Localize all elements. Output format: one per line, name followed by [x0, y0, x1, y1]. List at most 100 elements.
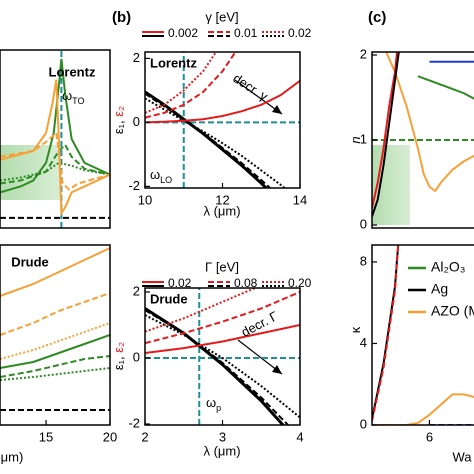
legend-label: 0.02 [168, 276, 192, 290]
y-tick-label: 0 [133, 114, 140, 129]
axes-frame [0, 244, 111, 426]
curve [145, 309, 290, 425]
curve [145, 79, 300, 124]
y-tick-label: 2 [360, 46, 367, 61]
curve [372, 52, 400, 217]
curve [372, 245, 400, 422]
annotation: ωLO [150, 167, 172, 185]
y-tick-label: 0 [360, 216, 367, 231]
panel-label: (c) [368, 9, 386, 26]
curve [0, 367, 110, 381]
legend-label: AZO (M [431, 303, 474, 319]
legend-label: Al₂O₃ [431, 259, 465, 275]
curve [0, 247, 110, 297]
legend-label: Ag [431, 281, 448, 297]
curve [145, 314, 300, 419]
y-axis-label: n [348, 136, 363, 143]
y-tick-label: 2 [133, 283, 140, 298]
annotation-base: ω [150, 167, 160, 182]
y-tick-label: 0 [133, 349, 140, 364]
curve [417, 75, 474, 100]
plot-area [0, 50, 110, 228]
y-tick-label: 2 [133, 50, 140, 65]
y-axis-label-part: ε₁, [111, 353, 126, 370]
y-tick-label: 1 [360, 131, 367, 146]
legend-label: 0.08 [234, 276, 258, 290]
annotation: ωTO [62, 88, 85, 106]
y-axis-label-part: κ [348, 326, 363, 333]
plot-area [0, 247, 110, 411]
curve [145, 52, 218, 114]
y-axis-label-part: n [348, 136, 363, 143]
y-axis-label-part: ε₂ [111, 342, 126, 353]
x-axis-label: λ (μm) [203, 203, 240, 218]
y-axis-label: ε₁, ε₂ [111, 342, 126, 370]
curve [145, 92, 272, 188]
annotation-sub: LO [160, 175, 172, 185]
annotation-sub: TO [72, 96, 84, 106]
curve [0, 322, 110, 360]
y-axis-label: ε₁, ε₂ [111, 106, 126, 134]
curve [0, 131, 110, 191]
curve [0, 79, 110, 217]
x-axis-label: λ (μm) [203, 443, 240, 458]
curve [0, 292, 110, 336]
curve [372, 393, 474, 425]
y-tick-label: 8 [360, 253, 367, 268]
curve [385, 52, 474, 193]
legend-label: 0.01 [234, 26, 258, 40]
y-axis-label-part: ε₁, [111, 117, 126, 134]
x-tick-label: 12 [215, 192, 229, 207]
y-tick-label: -2 [128, 178, 140, 193]
x-tick-label: 2 [141, 429, 148, 444]
annotation-base: ω [62, 88, 72, 103]
curve [145, 291, 300, 345]
axes-frame [144, 287, 301, 426]
shaded-region [0, 145, 60, 200]
legend-title: Γ [eV] [205, 259, 239, 274]
legend-label: 0.002 [168, 26, 198, 40]
curve [0, 334, 110, 369]
annotation-base: ω [206, 395, 216, 410]
arrow [234, 79, 283, 115]
y-tick-label: 0 [360, 416, 367, 431]
plot-area [372, 52, 474, 217]
x-axis-label: μm) [1, 449, 24, 464]
y-tick-label: -2 [128, 415, 140, 430]
y-axis-label: κ [348, 326, 363, 333]
x-tick-label: 10 [138, 192, 152, 207]
annotation: Drude [150, 291, 188, 306]
curve [0, 58, 110, 194]
y-tick-label: 4 [360, 335, 367, 350]
axes-frame [371, 244, 474, 426]
annotation: Drude [11, 254, 49, 269]
curve [145, 323, 300, 355]
curve [372, 52, 399, 209]
arrow-head [272, 365, 282, 374]
axes-frame [0, 49, 111, 229]
annotation-sub: p [216, 403, 221, 413]
x-tick-label: 20 [103, 429, 117, 444]
annotation: ωp [206, 395, 221, 413]
arrow-head [272, 105, 282, 114]
curve [0, 355, 110, 378]
x-tick-label: 3 [219, 429, 226, 444]
legend-label: 0.20 [288, 276, 312, 290]
curve [145, 97, 287, 188]
curve [0, 143, 110, 185]
x-tick-label: 15 [39, 429, 53, 444]
plot-area [145, 288, 300, 425]
x-tick-label: 4 [296, 429, 303, 444]
annotation: Lorentz [150, 55, 197, 70]
y-axis-label-part: ε₂ [111, 106, 126, 117]
legend-title: γ [eV] [205, 9, 238, 24]
curve [372, 245, 400, 420]
x-axis-label: Wa [452, 449, 472, 464]
panel-label: (b) [112, 9, 131, 26]
x-tick-label: 14 [293, 192, 307, 207]
shaded-region [372, 145, 410, 225]
annotation: decr. γ [230, 70, 271, 104]
annotation: Lorentz [49, 64, 96, 79]
legend-label: 0.02 [288, 26, 312, 40]
